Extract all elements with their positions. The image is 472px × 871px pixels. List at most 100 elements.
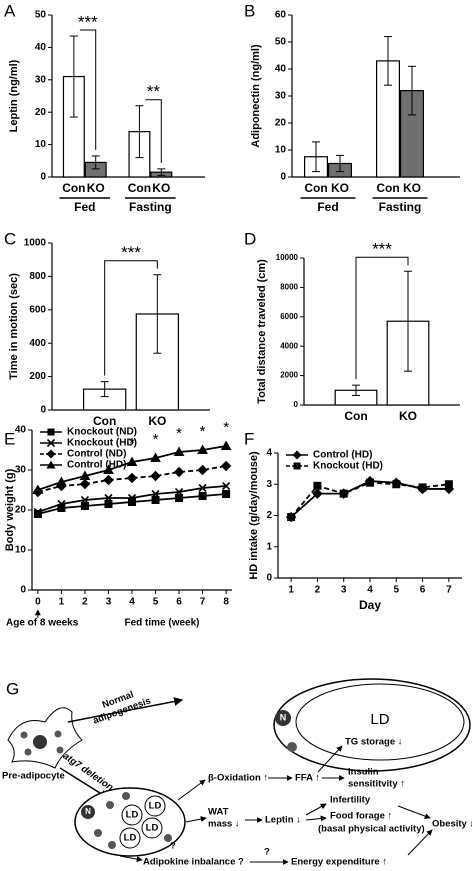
y-axis-label: Time in motion (sec) — [8, 273, 20, 380]
marker — [312, 488, 323, 499]
marker — [56, 476, 67, 486]
tg-storage: TG storage ↓ — [345, 737, 403, 748]
significance-label: * — [200, 423, 206, 440]
x-tick-label: 1 — [59, 597, 65, 608]
x-annotation: Age of 8 weeks — [6, 618, 79, 629]
marker — [222, 490, 231, 498]
series-line — [37, 465, 227, 493]
small-ld — [119, 827, 141, 849]
x-tick-label: KO — [331, 181, 349, 195]
y-tick-label: 30 — [275, 91, 287, 102]
arrow — [185, 816, 207, 823]
y-tick-label: 30 — [15, 465, 27, 476]
question-mark: ? — [264, 847, 270, 858]
legend-label: Knockout (HD) — [313, 461, 383, 472]
panel-label: F — [244, 429, 254, 448]
legend-marker — [293, 462, 301, 470]
significance-bracket — [104, 260, 158, 376]
x-tick-label: 1 — [288, 585, 294, 596]
y-tick-label: 0 — [294, 400, 299, 409]
legend-marker — [46, 449, 56, 459]
marker — [220, 440, 232, 450]
y-tick-label: 10 — [35, 139, 47, 150]
y-axis-label: Leptin (ng/ml) — [8, 59, 20, 132]
marker — [80, 502, 89, 510]
panel-label: B — [244, 1, 255, 20]
food-forage: Food forage ↑ — [330, 811, 392, 822]
marker — [33, 510, 42, 518]
y-tick-label: 50 — [35, 10, 47, 21]
y-tick-label: 600 — [29, 304, 46, 315]
question-mark: ? — [170, 841, 176, 852]
group-label: Fasting — [379, 200, 422, 214]
y-tick-label: 50 — [275, 37, 287, 48]
y-tick-label: 8000 — [280, 283, 298, 292]
significance-bracket — [79, 29, 97, 150]
significance-bracket — [355, 256, 409, 380]
marker — [32, 484, 44, 494]
deletion-label: atg7 deletion — [61, 751, 115, 794]
organelle — [20, 731, 28, 739]
marker — [198, 492, 207, 500]
x-tick-label: 5 — [394, 585, 400, 596]
legend-label: Knockout (ND) — [67, 427, 137, 438]
marker — [222, 481, 231, 491]
arrow — [397, 805, 431, 819]
marker — [175, 494, 184, 502]
y-tick-label: 2000 — [280, 371, 298, 380]
y-tick-label: 40 — [275, 64, 287, 75]
panel-label: D — [244, 229, 256, 248]
organelle — [164, 834, 172, 842]
x-tick-label: KO — [152, 181, 170, 195]
x-tick-label: 8 — [223, 597, 229, 608]
y-tick-label: 30 — [35, 74, 47, 85]
marker — [173, 466, 185, 478]
organelle — [287, 742, 297, 752]
x-tick-label: 4 — [129, 597, 135, 608]
marker — [127, 493, 137, 503]
panel-label: G — [6, 679, 19, 698]
nucleus-label: N — [280, 712, 287, 722]
x-tick-label: 5 — [153, 597, 159, 608]
nucleus-label: N — [85, 807, 91, 816]
significance-label: *** — [78, 13, 98, 32]
nucleus — [33, 735, 47, 749]
arrow — [305, 815, 327, 822]
legend-label: Control (ND) — [67, 449, 126, 460]
small-ld — [121, 804, 143, 826]
y-axis-label: Total distance traveled (cm) — [256, 259, 268, 404]
marker — [79, 478, 91, 490]
y-tick-label: 20 — [15, 505, 27, 516]
small-ld — [144, 795, 166, 817]
y-tick-label: 800 — [29, 271, 46, 282]
y-tick-label: 0 — [40, 172, 46, 183]
x-tick-label: 2 — [82, 597, 88, 608]
group-label: Fed — [317, 200, 338, 214]
beta-oxidation: β-Oxidation ↑ — [208, 773, 268, 784]
panel-label: A — [4, 1, 16, 20]
x-tick-label: 6 — [176, 597, 182, 608]
significance-label: *** — [372, 240, 392, 259]
marker — [366, 478, 374, 487]
marker — [33, 507, 42, 517]
small-ld-label: LD — [149, 801, 162, 812]
marker — [150, 470, 161, 482]
marker — [103, 464, 114, 474]
panel-label: C — [4, 229, 16, 248]
marker — [220, 460, 232, 472]
significance-label: * — [176, 425, 182, 442]
energy-expenditure: Energy expenditure ↑ — [291, 857, 387, 868]
basal-activity: (basal physical activity) — [318, 824, 425, 835]
x-tick-label: KO — [87, 181, 105, 195]
organelle — [106, 801, 114, 809]
x-tick-label: KO — [399, 409, 417, 423]
arrow — [177, 779, 206, 801]
legend-marker — [46, 460, 56, 469]
y-tick-label: 20 — [35, 107, 47, 118]
y-axis-label: Adiponectin (ng/ml) — [250, 44, 262, 148]
organelle — [94, 829, 102, 837]
legend-marker — [47, 428, 55, 436]
y-tick-label: 0 — [266, 573, 272, 584]
y-tick-label: 40 — [35, 42, 47, 53]
